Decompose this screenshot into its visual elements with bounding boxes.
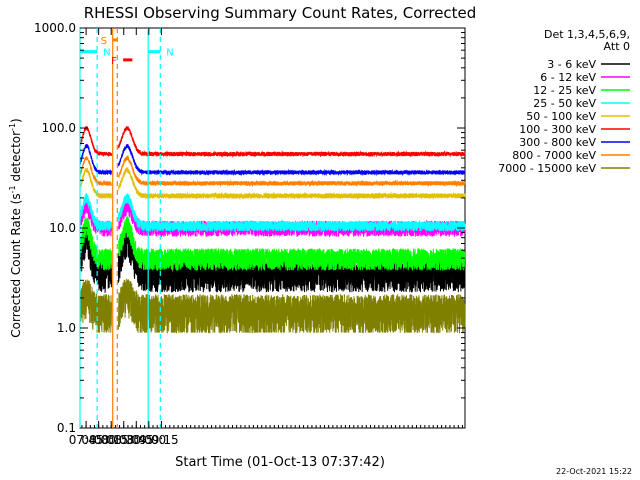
y-axis-label: Corrected Count Rate (s-1 detector-1): [8, 118, 23, 337]
legend-label: 12 - 25 keV: [533, 84, 596, 97]
y-axis-ticks: 0.1 1.0 10.0 100.0 1000.0: [34, 21, 465, 435]
x-tick-label: 07:45: [69, 433, 104, 447]
y-tick-label: 100.0: [42, 121, 76, 135]
y-tick-label: 10.0: [49, 221, 76, 235]
legend-label: 6 - 12 keV: [540, 71, 596, 84]
series-line: [79, 143, 466, 177]
legend-label: 7000 - 15000 keV: [498, 162, 596, 175]
legend-label: 25 - 50 keV: [533, 97, 596, 110]
legend-label: 300 - 800 keV: [519, 136, 596, 149]
legend-label: 100 - 300 keV: [519, 123, 596, 136]
legend-header-2: Att 0: [604, 40, 630, 53]
x-axis-label: Start Time (01-Oct-13 07:37:42): [175, 455, 385, 470]
y-tick-label: 1.0: [57, 321, 76, 335]
x-tick-label: 09:00: [132, 433, 167, 447]
annotation-bars: N NSF: [80, 36, 174, 67]
legend-label: 50 - 100 keV: [526, 110, 596, 123]
series-line: [79, 192, 466, 233]
series-line: [79, 154, 466, 188]
x-tick-label: 08:00: [81, 433, 116, 447]
x-tick-label: 09:15: [144, 433, 179, 447]
y-tick-label: 0.1: [57, 421, 76, 435]
annotation-label: S: [101, 36, 107, 47]
legend-label: 800 - 7000 keV: [512, 149, 596, 162]
annotation-label: N: [103, 48, 110, 59]
time-markers: [79, 28, 161, 428]
x-tick-label: 08:30: [106, 433, 141, 447]
series-line: [79, 125, 466, 158]
annotation-label: N: [166, 48, 173, 59]
series-line: [79, 278, 466, 334]
x-tick-label: 08:15: [94, 433, 129, 447]
legend-header-1: Det 1,3,4,5,6,9,: [544, 28, 630, 41]
annotation-label: F: [111, 56, 117, 67]
series-line: [79, 216, 466, 271]
legend-label: 3 - 6 keV: [547, 58, 596, 71]
x-tick-label: 08:45: [119, 433, 154, 447]
series-line: [79, 167, 466, 201]
y-tick-label: 1000.0: [34, 21, 76, 35]
chart-title: RHESSI Observing Summary Count Rates, Co…: [84, 4, 477, 22]
series-layer: [79, 125, 466, 334]
footer-timestamp: 22-Oct-2021 15:22: [556, 467, 632, 476]
